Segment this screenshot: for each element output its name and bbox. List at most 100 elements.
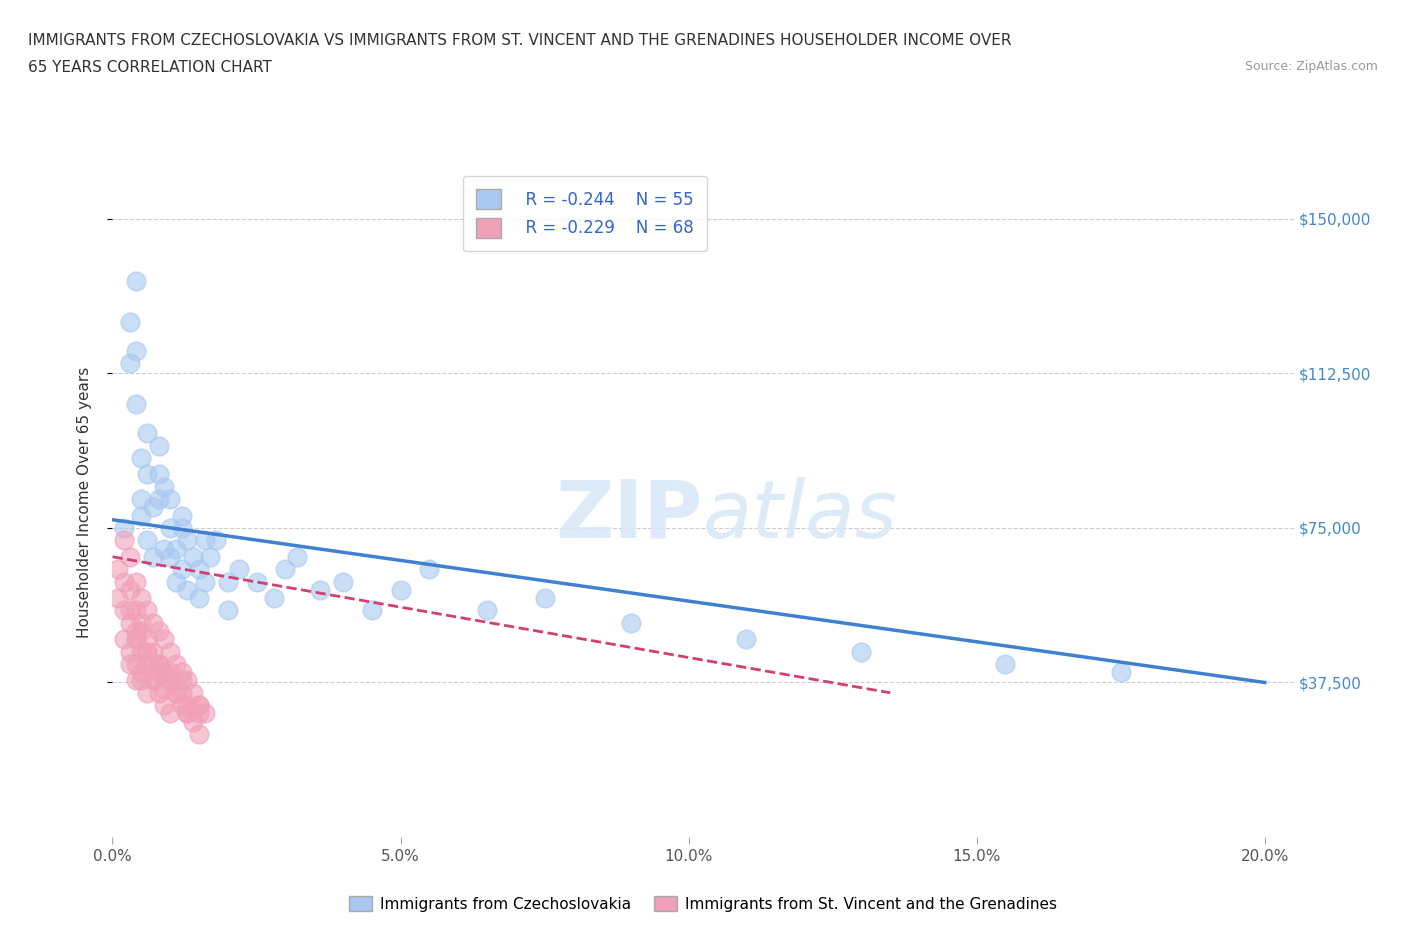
Point	[118, 355, 141, 370]
Point	[418, 562, 440, 577]
Point	[124, 273, 146, 288]
Point	[263, 591, 285, 605]
Point	[129, 673, 152, 688]
Point	[851, 644, 873, 659]
Point	[136, 426, 159, 441]
Point	[165, 541, 187, 556]
Point	[475, 603, 498, 618]
Point	[148, 657, 170, 671]
Point	[107, 562, 129, 577]
Point	[118, 616, 141, 631]
Point	[129, 450, 152, 465]
Point	[118, 603, 141, 618]
Point	[187, 698, 209, 712]
Point	[136, 685, 159, 700]
Point	[159, 665, 181, 680]
Point	[159, 706, 181, 721]
Point	[118, 314, 141, 329]
Point	[165, 657, 187, 671]
Point	[274, 562, 297, 577]
Point	[217, 603, 239, 618]
Point	[124, 623, 146, 638]
Text: Source: ZipAtlas.com: Source: ZipAtlas.com	[1244, 60, 1378, 73]
Point	[165, 685, 187, 700]
Point	[112, 574, 135, 589]
Point	[153, 541, 176, 556]
Point	[176, 706, 198, 721]
Point	[165, 685, 187, 700]
Point	[129, 591, 152, 605]
Point	[205, 533, 228, 548]
Point	[1109, 665, 1132, 680]
Point	[245, 574, 267, 589]
Point	[187, 698, 209, 712]
Text: atlas: atlas	[703, 476, 898, 554]
Point	[194, 706, 217, 721]
Point	[142, 673, 165, 688]
Point	[176, 698, 198, 712]
Point	[129, 644, 152, 659]
Point	[332, 574, 354, 589]
Legend: Immigrants from Czechoslovakia, Immigrants from St. Vincent and the Grenadines: Immigrants from Czechoslovakia, Immigran…	[343, 889, 1063, 918]
Point	[159, 673, 181, 688]
Point	[194, 574, 217, 589]
Point	[159, 673, 181, 688]
Point	[153, 665, 176, 680]
Point	[176, 533, 198, 548]
Point	[142, 644, 165, 659]
Point	[309, 582, 332, 597]
Point	[170, 508, 193, 523]
Point	[136, 644, 159, 659]
Point	[285, 550, 308, 565]
Point	[194, 533, 217, 548]
Point	[159, 550, 181, 565]
Point	[118, 644, 141, 659]
Point	[170, 562, 193, 577]
Point	[228, 562, 250, 577]
Point	[181, 714, 204, 729]
Point	[124, 657, 146, 671]
Point	[176, 582, 198, 597]
Point	[170, 673, 193, 688]
Point	[170, 685, 193, 700]
Point	[124, 673, 146, 688]
Text: 65 YEARS CORRELATION CHART: 65 YEARS CORRELATION CHART	[28, 60, 271, 75]
Point	[389, 582, 412, 597]
Point	[118, 582, 141, 597]
Point	[165, 574, 187, 589]
Point	[159, 521, 181, 536]
Point	[129, 616, 152, 631]
Point	[620, 616, 643, 631]
Point	[112, 533, 135, 548]
Point	[142, 616, 165, 631]
Point	[112, 603, 135, 618]
Point	[129, 492, 152, 507]
Point	[170, 665, 193, 680]
Point	[124, 397, 146, 412]
Point	[136, 467, 159, 482]
Point	[187, 706, 209, 721]
Point	[136, 631, 159, 646]
Point	[112, 521, 135, 536]
Point	[142, 550, 165, 565]
Point	[187, 591, 209, 605]
Point	[159, 644, 181, 659]
Point	[181, 550, 204, 565]
Point	[187, 562, 209, 577]
Text: IMMIGRANTS FROM CZECHOSLOVAKIA VS IMMIGRANTS FROM ST. VINCENT AND THE GRENADINES: IMMIGRANTS FROM CZECHOSLOVAKIA VS IMMIGR…	[28, 33, 1012, 47]
Point	[124, 574, 146, 589]
Point	[735, 631, 758, 646]
Point	[153, 681, 176, 696]
Point	[136, 644, 159, 659]
Point	[187, 726, 209, 741]
Point	[142, 500, 165, 515]
Point	[153, 631, 176, 646]
Point	[176, 706, 198, 721]
Point	[200, 550, 222, 565]
Point	[129, 665, 152, 680]
Point	[148, 657, 170, 671]
Point	[124, 631, 146, 646]
Point	[118, 550, 141, 565]
Point	[994, 657, 1017, 671]
Y-axis label: Householder Income Over 65 years: Householder Income Over 65 years	[77, 366, 91, 638]
